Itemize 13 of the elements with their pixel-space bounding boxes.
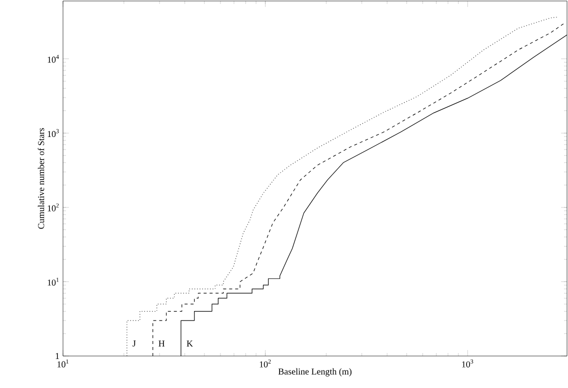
y-axis-title: Cumulative number of Stars (38, 128, 44, 229)
y-tick-label: 10$^{4}$ (48, 54, 59, 63)
x-tick-label: 10$^{1}$ (58, 360, 68, 368)
y-tick-label: 1 (56, 353, 59, 359)
annotation: J (132, 340, 136, 347)
annotation: H (158, 340, 165, 347)
y-tick-label: 10$^{2}$ (48, 203, 59, 212)
x-tick-label: 10$^{2}$ (260, 360, 271, 368)
annotation: K (186, 340, 193, 347)
x-axis-title: Baseline Length (m) (278, 368, 352, 376)
y-tick-label: 10$^{1}$ (48, 278, 59, 286)
x-tick-label: 10$^{3}$ (462, 360, 474, 368)
y-tick-label: 10$^{3}$ (48, 129, 59, 138)
